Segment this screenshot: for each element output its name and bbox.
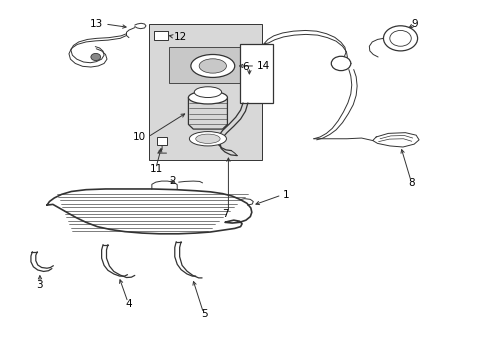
Ellipse shape	[188, 91, 227, 104]
Text: 11: 11	[150, 164, 163, 174]
Ellipse shape	[189, 132, 226, 146]
Ellipse shape	[199, 59, 226, 73]
Ellipse shape	[195, 134, 220, 143]
Bar	[157, 137, 167, 145]
Bar	[149, 24, 261, 160]
Ellipse shape	[194, 87, 221, 98]
Text: 4: 4	[125, 299, 131, 309]
Text: 14: 14	[256, 61, 269, 71]
Text: 12: 12	[173, 32, 187, 41]
Ellipse shape	[389, 31, 410, 46]
Text: 8: 8	[407, 178, 414, 188]
Text: 7: 7	[222, 209, 229, 219]
Bar	[239, 44, 272, 103]
Ellipse shape	[190, 54, 234, 77]
Text: 9: 9	[411, 19, 418, 29]
Ellipse shape	[91, 53, 101, 60]
Ellipse shape	[383, 26, 417, 51]
Text: 3: 3	[36, 280, 43, 290]
Text: 10: 10	[133, 132, 145, 142]
Text: 6: 6	[242, 62, 249, 72]
Ellipse shape	[330, 56, 350, 71]
Text: 5: 5	[201, 310, 208, 319]
Text: 1: 1	[282, 190, 288, 200]
Text: 2: 2	[168, 176, 175, 186]
Bar	[154, 31, 167, 40]
Text: 13: 13	[90, 19, 103, 29]
Bar	[168, 47, 254, 83]
